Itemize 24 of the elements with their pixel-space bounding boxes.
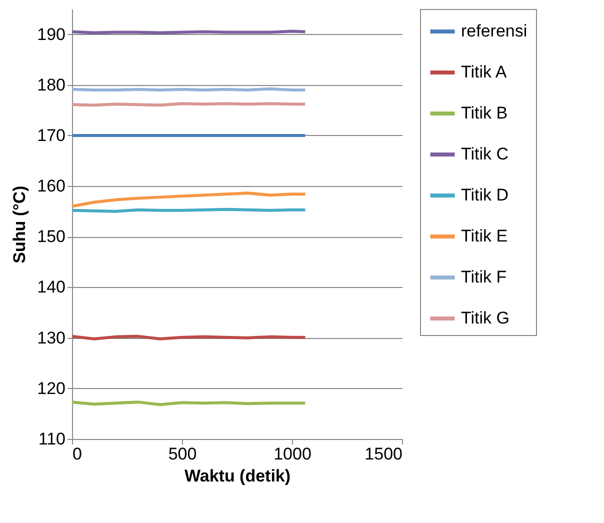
legend-label: Titik A (461, 62, 508, 82)
y-axis-title: Suhu (°C) (10, 186, 30, 264)
legend-label: Titik D (461, 186, 509, 204)
x-tick-label: 500 (168, 444, 197, 464)
x-tick-label: 0 (72, 444, 82, 464)
x-tick-label: 1000 (274, 444, 312, 464)
legend-label: Titik B (461, 104, 508, 122)
legend-label: Titik G (461, 308, 510, 328)
y-tick-label: 160 (37, 176, 66, 196)
legend-label: Titik F (461, 268, 507, 286)
legend-label: Titik E (461, 226, 508, 246)
legend-label: Titik C (461, 144, 509, 164)
y-tick-label: 150 (37, 227, 66, 246)
y-tick-label: 140 (37, 278, 66, 297)
legend-label: referensi (461, 22, 528, 40)
line-series (70, 192, 307, 208)
y-tick-label: 170 (37, 126, 66, 145)
y-tick-label: 130 (37, 328, 66, 348)
y-tick-label: 120 (37, 378, 66, 398)
y-tick-label: 190 (37, 24, 66, 44)
y-tick-label: 110 (38, 430, 66, 448)
x-tick-label: 1500 (364, 444, 402, 464)
x-axis-title: Waktu (detik) (184, 466, 291, 486)
y-tick-label: 180 (37, 75, 66, 94)
